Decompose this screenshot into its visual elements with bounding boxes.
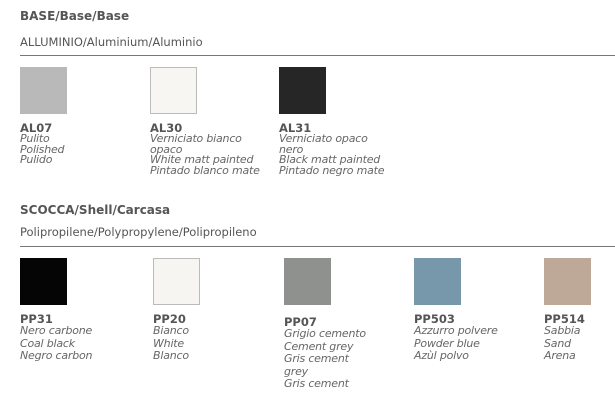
finish-code: AL07 (20, 121, 53, 135)
finish-code: PP07 (284, 315, 317, 329)
finish-description: Gris cement (284, 352, 349, 365)
finish-item: PP31 Nero carbone Coal black Negro carbon (20, 258, 93, 363)
color-swatch (20, 258, 67, 305)
finish-description: Grigio cemento (284, 327, 366, 340)
finish-description: Sabbia (544, 324, 581, 337)
finish-description: Pintado negro mate (279, 163, 385, 177)
finish-description: Sand (544, 336, 571, 350)
finish-description: grey (284, 364, 308, 378)
finish-item: PP20 Bianco White Blanco (153, 258, 200, 363)
section-title: SCOCCA/Shell/Carcasa (20, 203, 171, 217)
finish-description: Verniciato opaco (279, 132, 368, 145)
finish-description: Powder blue (414, 336, 480, 350)
color-swatch (150, 67, 197, 114)
finish-item: AL31 Verniciato opaco nero Black matt paint… (279, 67, 385, 177)
finish-description: Pintado blanco mate (150, 163, 260, 177)
finish-item: AL07 Pulito Polished Pulido (20, 67, 67, 166)
finish-description: Azùl polvo (414, 349, 469, 362)
finish-description: nero (279, 142, 304, 156)
finish-description: Gris cement (284, 377, 349, 390)
finish-description: Pulito (20, 132, 50, 145)
finish-description: Pulido (20, 153, 53, 166)
finish-item: AL30 Verniciato bianco opaco White matt pai… (150, 67, 260, 176)
finish-item: PP07 Grigio cemento Cement grey Gris cement… (284, 258, 366, 391)
color-swatch (544, 258, 591, 305)
section-title: BASE/Base/Base (20, 9, 130, 23)
finish-code: PP20 (153, 312, 186, 326)
divider (20, 246, 615, 247)
finish-code: PP31 (20, 312, 53, 326)
color-swatch (20, 67, 67, 114)
color-swatch (153, 258, 200, 305)
finish-code: PP514 (544, 312, 585, 326)
color-swatch (414, 258, 461, 305)
finish-description: Azzurro polvere (414, 324, 498, 337)
finish-description: Verniciato bianco (150, 132, 242, 145)
divider (20, 55, 615, 56)
finish-description: Cement grey (284, 339, 354, 353)
finish-code: AL30 (150, 121, 183, 135)
finish-description: Arena (544, 349, 576, 362)
finish-item: PP514 Sabbia Sand Arena (544, 258, 591, 363)
finish-code: PP503 (414, 312, 455, 326)
finish-description: Coal black (20, 336, 75, 350)
finish-description: opaco (150, 142, 183, 156)
color-swatch (279, 67, 326, 114)
finish-description: Black matt painted (279, 153, 381, 166)
finish-item: PP503 Azzurro polvere Powder blue Azùl polv… (414, 258, 498, 363)
material-label: ALLUMINIO/Aluminium/Aluminio (20, 35, 203, 49)
finish-description: White matt painted (150, 153, 254, 166)
finish-description: Nero carbone (20, 324, 93, 337)
material-label: Polipropilene/Polypropylene/Polipropilen… (20, 225, 257, 239)
finish-code: AL31 (279, 121, 312, 135)
finish-description: Bianco (153, 324, 189, 337)
finish-description: Blanco (153, 349, 189, 362)
color-swatch (284, 258, 331, 305)
finish-description: Polished (20, 142, 65, 156)
finish-description: Negro carbon (20, 349, 93, 362)
finish-description: White (153, 336, 184, 350)
